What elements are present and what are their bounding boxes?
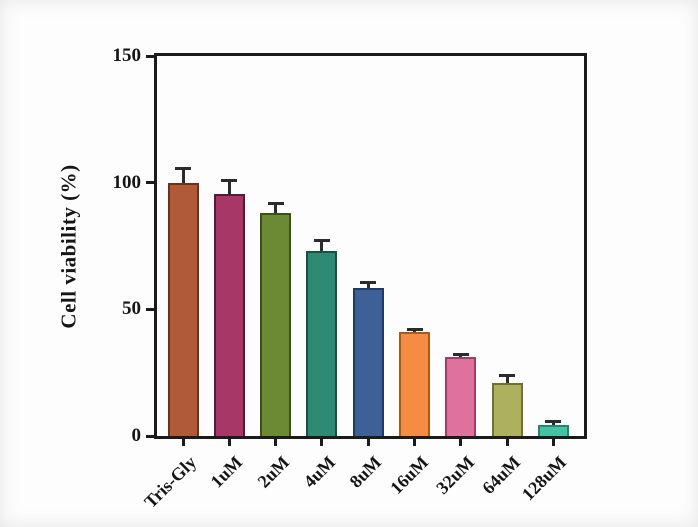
- x-axis-tick: [274, 436, 278, 446]
- y-axis-tick: [146, 434, 155, 438]
- y-axis-title: Cell viability (%): [56, 163, 81, 329]
- error-bar-cap: [452, 352, 469, 356]
- x-axis-tick: [551, 436, 555, 446]
- error-bar-stem: [320, 240, 324, 252]
- x-tick-label-32um: 32uM: [431, 452, 478, 498]
- error-bar-cap: [360, 280, 377, 284]
- y-tick-label: 100: [112, 171, 142, 193]
- bar-4um: [306, 251, 338, 436]
- error-bar-stem: [227, 181, 231, 195]
- error-bar-cap: [267, 202, 284, 206]
- bar-16um: [399, 332, 430, 436]
- error-bar-stem: [413, 329, 416, 333]
- y-axis-tick: [146, 307, 155, 311]
- bar-2um: [260, 213, 292, 436]
- y-axis-tick: [146, 54, 155, 58]
- x-tick-label-16um: 16uM: [385, 452, 432, 498]
- y-tick-label: 150: [112, 45, 142, 66]
- error-bar-cap: [406, 327, 423, 331]
- y-axis-title-wrap: Cell viability (%): [39, 56, 99, 436]
- x-tick-label-64um: 64uM: [478, 452, 525, 498]
- x-axis-tick: [320, 436, 324, 446]
- x-axis-tick: [505, 436, 509, 446]
- y-tick-label: 50: [122, 298, 141, 320]
- x-tick-label-tris-gly: Tris-Gly: [140, 452, 201, 512]
- x-tick-label-128um: 128uM: [518, 452, 571, 505]
- bar-32um: [445, 357, 477, 436]
- plot-frame: [154, 53, 587, 439]
- bar-128um: [537, 424, 569, 436]
- x-axis-tick: [459, 436, 463, 446]
- error-bar-stem: [505, 376, 509, 383]
- bar-1um: [213, 194, 245, 436]
- x-axis-tick: [181, 436, 185, 446]
- error-bar-stem: [181, 168, 185, 183]
- error-bar-cap: [499, 374, 516, 378]
- error-bar-cap: [545, 420, 562, 424]
- error-bar-stem: [274, 204, 278, 214]
- error-bar-cap: [221, 179, 238, 183]
- x-axis-tick: [413, 436, 416, 446]
- y-axis-tick: [146, 181, 155, 185]
- x-tick-label-1um: 1uM: [206, 452, 247, 492]
- bar-8um: [352, 287, 384, 436]
- plot-inner: Cell viability (%) 0 50 100 150 Tris-Gly 1uM 2…: [57, 46, 584, 512]
- error-bar-cap: [313, 238, 330, 242]
- error-bar-stem: [459, 354, 463, 358]
- bar-tris-gly: [167, 182, 199, 436]
- x-tick-label-8um: 8uM: [345, 452, 386, 492]
- x-tick-label-4um: 4uM: [299, 452, 340, 492]
- y-tick-label: 0: [131, 425, 142, 446]
- x-axis-tick: [366, 436, 370, 446]
- error-bar-stem: [551, 422, 555, 425]
- x-axis-tick: [227, 436, 231, 446]
- bar-64um: [491, 382, 523, 436]
- error-bar-cap: [175, 166, 191, 170]
- x-tick-label-2um: 2uM: [253, 452, 293, 492]
- error-bar-stem: [366, 282, 370, 288]
